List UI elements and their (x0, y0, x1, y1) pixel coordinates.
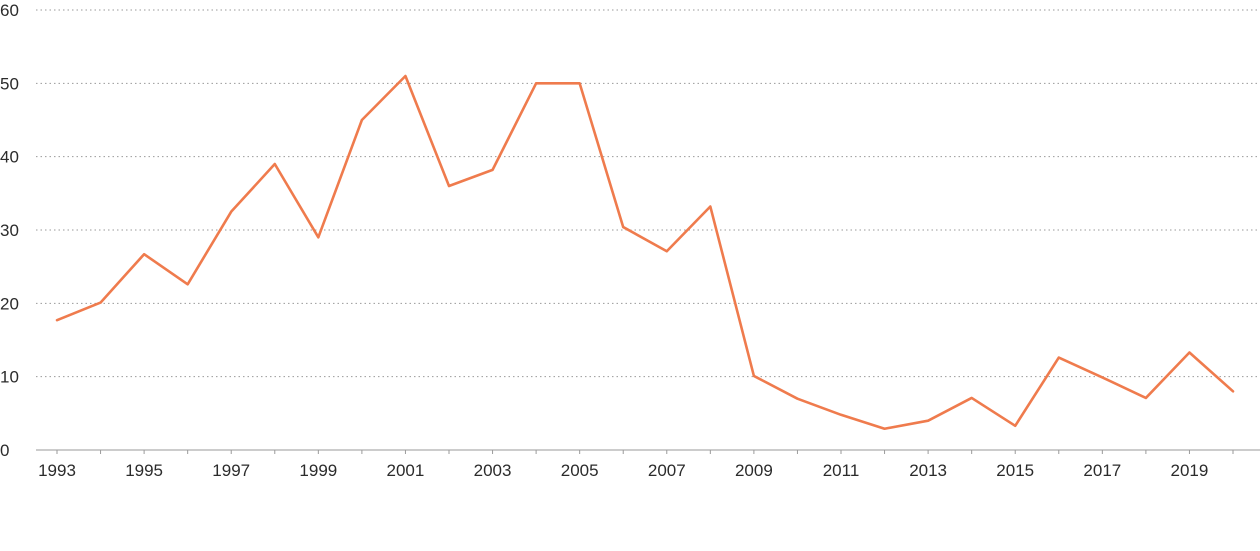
x-tick-label-2009: 2009 (735, 461, 773, 480)
x-tick-label-2017: 2017 (1083, 461, 1121, 480)
x-tick-label-2013: 2013 (909, 461, 947, 480)
x-tick-label-2007: 2007 (648, 461, 686, 480)
x-tick-label-1999: 1999 (299, 461, 337, 480)
x-tick-label-2003: 2003 (474, 461, 512, 480)
x-tick-label-2019: 2019 (1171, 461, 1209, 480)
x-tick-label-2001: 2001 (387, 461, 425, 480)
y-tick-label-30: 30 (0, 221, 19, 240)
y-tick-label-60: 60 (0, 1, 19, 20)
y-tick-label-0: 0 (0, 441, 9, 460)
series-line-0 (55, 74, 1235, 431)
x-tick-label-2005: 2005 (561, 461, 599, 480)
x-tick-label-2011: 2011 (823, 461, 860, 480)
grid-lines (36, 9, 1260, 378)
series-lines (55, 74, 1235, 431)
y-tick-label-50: 50 (0, 74, 19, 93)
y-axis-tick-labels: 0 10 20 30 40 50 60 (0, 1, 19, 460)
x-tick-label-1995: 1995 (125, 461, 163, 480)
x-tick-label-2015: 2015 (996, 461, 1034, 480)
y-tick-label-20: 20 (0, 294, 19, 313)
y-tick-label-40: 40 (0, 148, 19, 167)
x-axis-ticks (56, 450, 1234, 454)
y-tick-label-10: 10 (0, 368, 19, 387)
x-axis-tick-labels: 1993 1995 1997 1999 2001 2003 2005 2007 2009 2011… (38, 461, 1208, 480)
x-tick-label-1997: 1997 (212, 461, 250, 480)
x-tick-label-1993: 1993 (38, 461, 76, 480)
